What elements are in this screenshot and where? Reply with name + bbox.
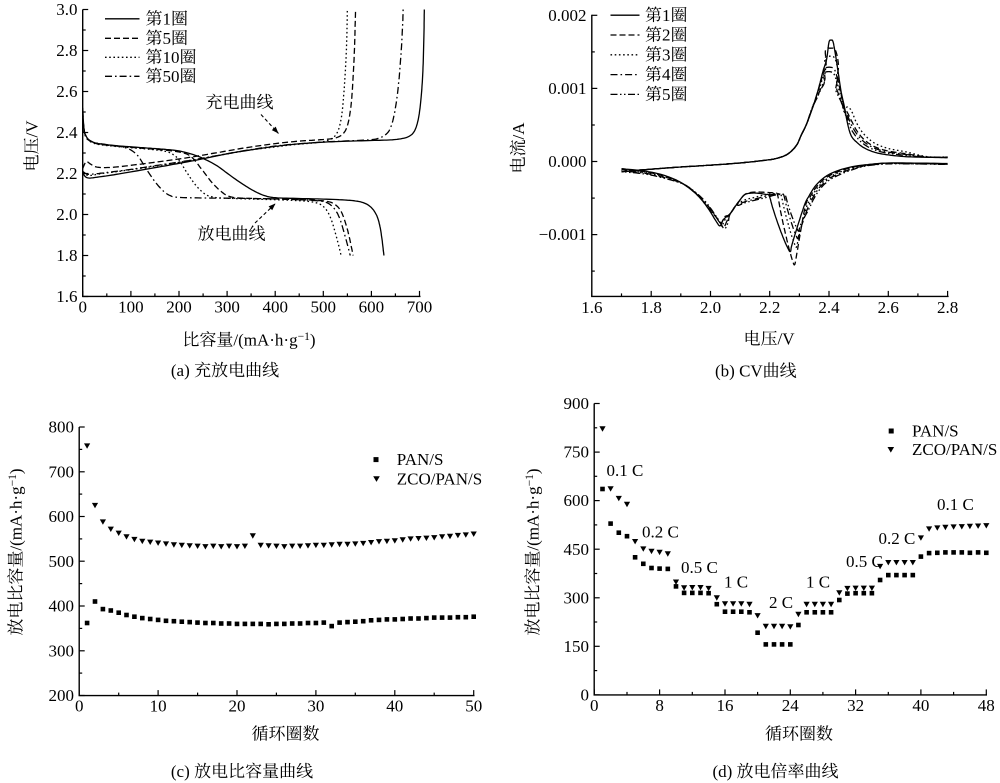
- svg-text:0: 0: [75, 697, 84, 716]
- svg-text:0.2 C: 0.2 C: [642, 523, 679, 542]
- svg-text:2.4: 2.4: [56, 123, 78, 142]
- svg-text:500: 500: [49, 552, 75, 571]
- svg-text:10: 10: [150, 697, 167, 716]
- svg-text:/V: /V: [778, 330, 796, 349]
- svg-text:0.000: 0.000: [548, 152, 586, 171]
- svg-text:0: 0: [581, 686, 590, 705]
- svg-text:2.2: 2.2: [759, 298, 780, 317]
- svg-text:40: 40: [912, 696, 929, 715]
- svg-text:1: 1: [662, 6, 671, 25]
- svg-text:48: 48: [978, 696, 995, 715]
- svg-text:150: 150: [564, 637, 590, 656]
- svg-text:/(mA·h·g: /(mA·h·g: [233, 331, 298, 350]
- svg-text:32: 32: [847, 696, 864, 715]
- svg-text:/V: /V: [23, 120, 42, 138]
- svg-text:700: 700: [49, 462, 75, 481]
- svg-text:2: 2: [662, 26, 671, 45]
- svg-text:300: 300: [214, 297, 240, 316]
- svg-text:600: 600: [49, 507, 75, 526]
- svg-text:(b) CV: (b) CV: [715, 362, 763, 381]
- svg-text:2.2: 2.2: [56, 164, 77, 183]
- svg-text:750: 750: [564, 443, 590, 462]
- svg-text:100: 100: [118, 297, 144, 316]
- svg-text:600: 600: [359, 297, 385, 316]
- svg-text:400: 400: [49, 597, 75, 616]
- svg-text:0.5 C: 0.5 C: [846, 552, 883, 571]
- svg-text:300: 300: [49, 641, 75, 660]
- svg-text:1.8: 1.8: [56, 246, 77, 265]
- svg-text:ZCO/PAN/S: ZCO/PAN/S: [912, 440, 997, 459]
- svg-text:500: 500: [311, 297, 337, 316]
- svg-text:): ): [524, 468, 543, 474]
- svg-text:2.0: 2.0: [700, 298, 721, 317]
- svg-text:/A: /A: [509, 122, 528, 140]
- svg-text:(a): (a): [171, 361, 190, 380]
- svg-text:): ): [7, 468, 26, 474]
- svg-text:PAN/S: PAN/S: [397, 450, 444, 469]
- svg-text:40: 40: [386, 697, 403, 716]
- svg-text:200: 200: [166, 297, 192, 316]
- svg-text:−0.001: −0.001: [539, 225, 587, 244]
- svg-text:1.6: 1.6: [56, 287, 77, 306]
- svg-text:0.1 C: 0.1 C: [937, 495, 974, 514]
- svg-text:−1: −1: [6, 474, 19, 487]
- svg-text:3: 3: [662, 45, 671, 64]
- svg-text:20: 20: [229, 697, 246, 716]
- svg-text:50: 50: [465, 697, 482, 716]
- svg-text:900: 900: [564, 394, 590, 413]
- svg-text:5: 5: [163, 29, 172, 48]
- svg-text:0.2 C: 0.2 C: [879, 529, 916, 548]
- svg-text:8: 8: [655, 696, 664, 715]
- svg-text:800: 800: [49, 418, 75, 437]
- svg-text:1.8: 1.8: [641, 298, 662, 317]
- svg-text:0.1 C: 0.1 C: [607, 461, 644, 480]
- svg-text:−1: −1: [523, 474, 536, 487]
- svg-text:1: 1: [163, 9, 172, 28]
- svg-text:400: 400: [262, 297, 288, 316]
- svg-text:4: 4: [662, 65, 671, 84]
- svg-text:30: 30: [307, 697, 324, 716]
- svg-text:0.5 C: 0.5 C: [681, 558, 718, 577]
- svg-text:2.4: 2.4: [818, 298, 840, 317]
- svg-text:2.6: 2.6: [878, 298, 899, 317]
- svg-text:2.8: 2.8: [937, 298, 958, 317]
- svg-text:0.001: 0.001: [548, 79, 586, 98]
- svg-text:300: 300: [564, 588, 590, 607]
- svg-text:600: 600: [564, 491, 590, 510]
- svg-text:(d): (d): [713, 762, 733, 781]
- svg-text:1.6: 1.6: [581, 298, 602, 317]
- svg-text:5: 5: [662, 85, 671, 104]
- svg-text:/(mA·h·g: /(mA·h·g: [7, 486, 26, 551]
- svg-text:(c): (c): [171, 762, 190, 781]
- svg-text:24: 24: [782, 696, 800, 715]
- svg-text:1 C: 1 C: [724, 573, 748, 592]
- svg-text:3.0: 3.0: [56, 0, 77, 19]
- svg-text:2 C: 2 C: [769, 593, 793, 612]
- svg-text:700: 700: [407, 297, 433, 316]
- svg-text:2.8: 2.8: [56, 41, 77, 60]
- svg-text:1 C: 1 C: [806, 573, 830, 592]
- svg-text:0: 0: [79, 297, 88, 316]
- svg-text:200: 200: [49, 686, 75, 705]
- svg-text:PAN/S: PAN/S: [912, 422, 959, 441]
- svg-text:2.0: 2.0: [56, 205, 77, 224]
- svg-text:0: 0: [590, 696, 599, 715]
- svg-text:50: 50: [163, 67, 180, 86]
- svg-text:): ): [310, 331, 316, 350]
- svg-text:2.6: 2.6: [56, 82, 77, 101]
- svg-text:0.002: 0.002: [548, 6, 586, 25]
- svg-text:10: 10: [163, 48, 180, 67]
- svg-text:16: 16: [717, 696, 734, 715]
- svg-text:−1: −1: [298, 330, 311, 343]
- svg-text:450: 450: [564, 540, 590, 559]
- svg-text:/(mA·h·g: /(mA·h·g: [524, 486, 543, 551]
- svg-text:ZCO/PAN/S: ZCO/PAN/S: [397, 469, 482, 488]
